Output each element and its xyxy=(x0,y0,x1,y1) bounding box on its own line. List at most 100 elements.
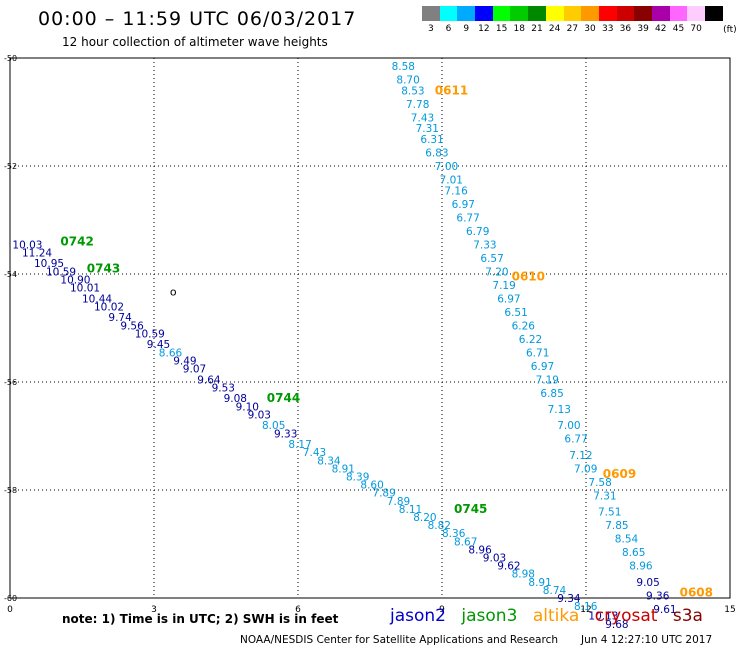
scale-color-box xyxy=(687,6,705,21)
wave-height-point: 7.31 xyxy=(593,490,616,502)
scale-swatch xyxy=(705,6,723,34)
marker-glyph: o xyxy=(170,286,177,299)
scale-swatch: 24 xyxy=(545,6,564,34)
wave-height-point: 9.74 xyxy=(108,312,132,324)
scale-label: 39 xyxy=(637,24,649,34)
wave-height-point: 7.85 xyxy=(605,520,628,532)
scale-label: 27 xyxy=(566,24,579,34)
pass-label: 0745 xyxy=(454,502,487,516)
wave-height-point: 6.71 xyxy=(526,347,549,359)
x-tick-label: 12 xyxy=(580,605,591,615)
wave-height-point: 7.31 xyxy=(416,123,439,135)
scale-color-box xyxy=(651,6,670,21)
wave-height-point: 9.05 xyxy=(636,577,659,589)
scale-color-box xyxy=(669,6,688,21)
wave-height-point: 9.03 xyxy=(483,553,506,565)
wave-height-point: 6.85 xyxy=(540,388,563,400)
wave-height-point: 6.77 xyxy=(564,434,587,446)
scale-label: 24 xyxy=(548,24,561,34)
wave-height-point: 6.79 xyxy=(466,226,489,238)
wave-height-point: 6.97 xyxy=(497,293,520,305)
wave-height-point: 7.13 xyxy=(548,404,571,416)
wave-height-point: 9.45 xyxy=(147,339,170,351)
wave-height-point: 8.53 xyxy=(401,85,424,97)
scale-label: 21 xyxy=(531,24,543,34)
wave-height-point: 9.03 xyxy=(248,409,271,421)
wave-height-point: 9.08 xyxy=(224,393,247,405)
x-tick-label: 15 xyxy=(724,605,735,615)
wave-height-point: 10.03 xyxy=(12,239,42,251)
wave-height-point: 8.17 xyxy=(288,439,311,451)
wave-height-point: 7.00 xyxy=(435,161,458,173)
scale-label: 30 xyxy=(584,24,596,34)
wave-height-point: 7.89 xyxy=(372,488,395,500)
scale-label: 42 xyxy=(655,24,667,34)
wave-height-point: 10.02 xyxy=(94,301,124,313)
wave-height-point: 8.96 xyxy=(629,561,653,573)
scale-color-box xyxy=(475,6,493,21)
x-tick-label: 3 xyxy=(151,605,157,615)
wave-height-point: 6.51 xyxy=(504,307,527,319)
scale-swatch: 39 xyxy=(634,6,652,34)
chart-subtitle: 12 hour collection of altimeter wave hei… xyxy=(62,35,328,49)
scale-color-box xyxy=(563,6,582,21)
wave-height-point: 8.34 xyxy=(317,455,341,467)
wave-height-point: 8.70 xyxy=(396,75,419,87)
y-tick-label: -52 xyxy=(4,162,17,171)
wave-height-point: 7.89 xyxy=(387,496,410,508)
scale-swatch: 45 xyxy=(669,6,688,34)
pass-label: 0608 xyxy=(680,586,713,600)
wave-height-point: 8.11 xyxy=(399,504,422,516)
wave-height-point: 8.67 xyxy=(454,536,477,548)
scale-swatch: 36 xyxy=(616,6,635,34)
wave-height-point: 8.91 xyxy=(332,463,355,475)
legend-jason2: jason2 xyxy=(390,606,446,626)
scale-color-box xyxy=(705,6,723,21)
wave-height-point: 6.97 xyxy=(452,199,475,211)
plot-frame xyxy=(9,57,731,599)
legend-cryosat: cryosat xyxy=(594,606,658,626)
wave-height-point: 8.54 xyxy=(615,534,639,546)
wave-height-point: 9.34 xyxy=(557,593,581,605)
legend-jason3: jason3 xyxy=(461,606,518,626)
wave-height-point: 9.64 xyxy=(197,374,221,386)
scale-label: 6 xyxy=(445,24,452,34)
wave-height-point: 7.19 xyxy=(536,374,559,386)
wave-height-point: 7.09 xyxy=(574,463,597,475)
scale-color-box xyxy=(598,6,617,21)
wave-height-point: 10.01 xyxy=(70,283,100,295)
wave-height-point: 8.65 xyxy=(622,547,645,559)
wave-height-point: 9.07 xyxy=(183,364,206,376)
x-tick-label: 6 xyxy=(295,605,301,615)
wave-height-point: 9.53 xyxy=(212,382,235,394)
pass-label: 0610 xyxy=(512,270,545,284)
scale-color-box xyxy=(634,6,652,21)
scale-label: 33 xyxy=(601,24,614,34)
wave-height-point: 7.33 xyxy=(473,239,496,251)
scale-color-box xyxy=(581,6,599,21)
wave-height-point: 8.82 xyxy=(428,520,451,532)
wave-height-point: 10.13 xyxy=(588,610,618,622)
wave-height-point: 10.44 xyxy=(82,293,112,305)
y-tick-label: -56 xyxy=(4,378,17,387)
scale-color-box xyxy=(616,6,635,21)
scale-color-box xyxy=(528,6,546,21)
scale-swatch: 15 xyxy=(492,6,511,34)
wave-height-point: 7.19 xyxy=(492,280,515,292)
wave-height-point: 8.16 xyxy=(574,601,598,613)
wave-height-point: 8.98 xyxy=(512,569,535,581)
wave-height-point: 8.74 xyxy=(543,585,567,597)
scale-label: 12 xyxy=(478,24,490,34)
scale-swatch: 18 xyxy=(510,6,529,34)
legend-s3a: s3a xyxy=(672,606,703,626)
wave-height-point: 10.59 xyxy=(135,328,165,340)
scale-label: 3 xyxy=(427,24,434,34)
wave-height-point: 7.01 xyxy=(440,175,463,187)
wave-height-point: 9.68 xyxy=(605,619,628,631)
wave-height-point: 9.49 xyxy=(173,355,196,367)
wave-height-point: 8.60 xyxy=(360,480,383,492)
legend-altika: altika xyxy=(532,606,580,626)
pass-label: 0611 xyxy=(435,83,468,97)
wave-height-point: 8.58 xyxy=(392,61,415,73)
scale-color-box xyxy=(422,6,440,21)
